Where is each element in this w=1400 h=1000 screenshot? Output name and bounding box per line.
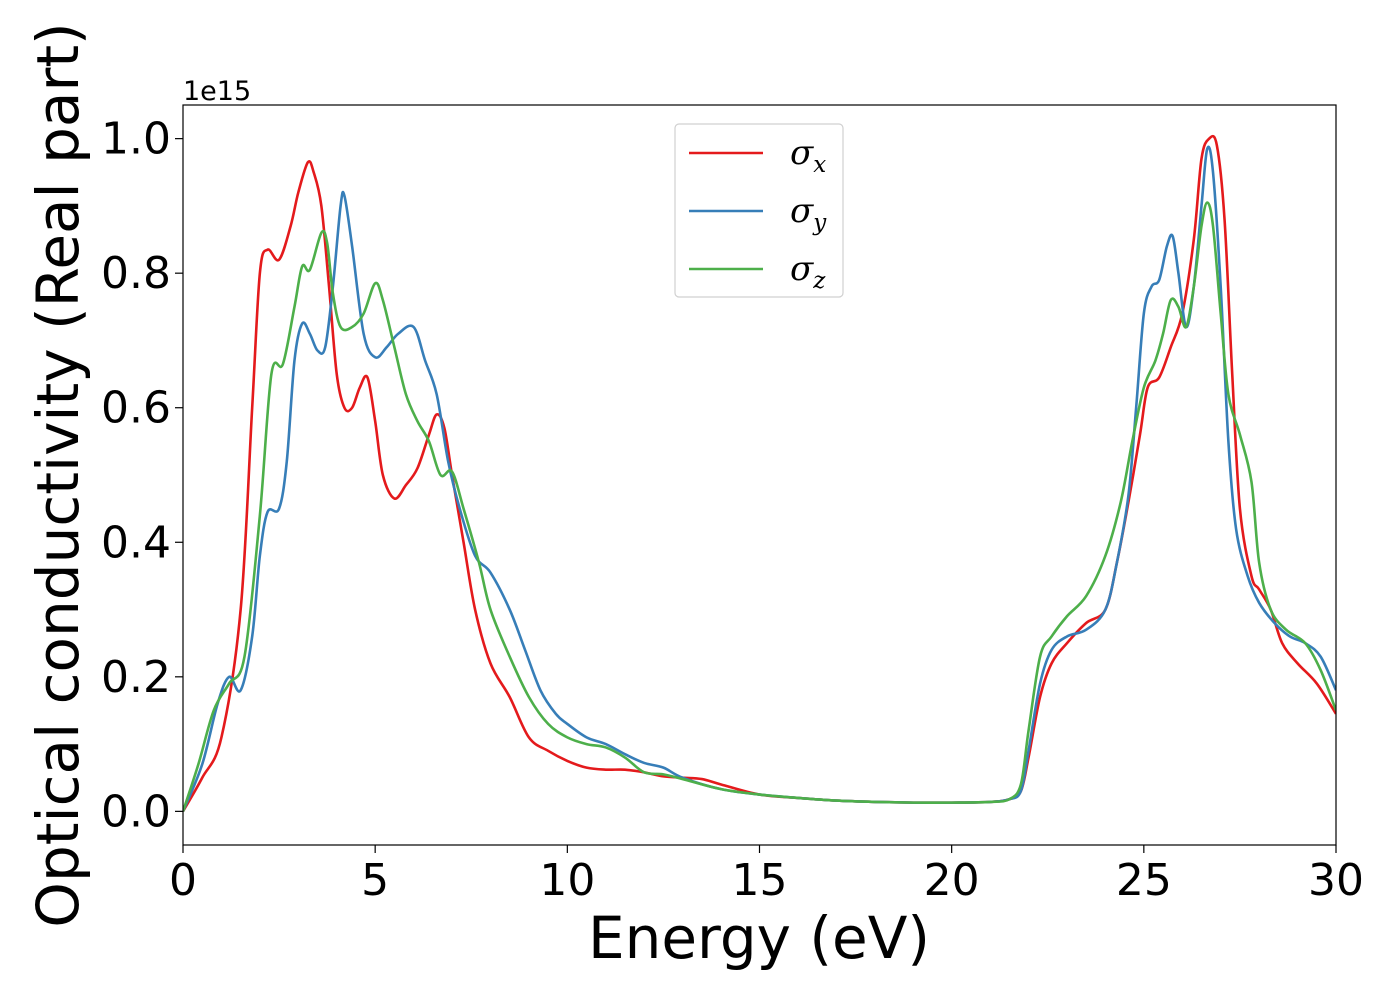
series-line-x	[183, 134, 1336, 813]
y-tick-label: 0.8	[101, 248, 171, 299]
x-axis-title: Energy (eV)	[588, 904, 930, 972]
y-tick-label: 1.0	[101, 114, 171, 165]
y-axis-title: Optical conductivity (Real part)	[24, 22, 92, 927]
x-tick-label: 10	[539, 855, 595, 906]
y-offset-label: 1e15	[183, 76, 251, 107]
x-tick-label: 25	[1116, 855, 1172, 906]
y-tick-label: 0.2	[101, 652, 171, 703]
y-tick-label: 0.6	[101, 383, 171, 434]
series-line-z	[183, 201, 1336, 812]
legend-label-y: σy	[790, 191, 827, 236]
x-tick-label: 5	[361, 855, 389, 906]
y-tick-label: 0.0	[101, 786, 171, 837]
x-tick-label: 30	[1308, 855, 1364, 906]
x-tick-label: 15	[732, 855, 788, 906]
x-tick-label: 20	[924, 855, 980, 906]
legend-label-z: σz	[790, 249, 826, 294]
series-layer	[183, 134, 1336, 813]
y-tick-label: 0.4	[101, 517, 171, 568]
y-axis: 0.0 0.2 0.4 0.6 0.8 1.0	[101, 114, 183, 837]
x-axis: 0 5 10 15 20 25 30	[169, 845, 1364, 906]
legend: σx σy σz	[674, 123, 844, 298]
legend-label-x: σx	[790, 133, 826, 178]
x-tick-label: 0	[169, 855, 197, 906]
